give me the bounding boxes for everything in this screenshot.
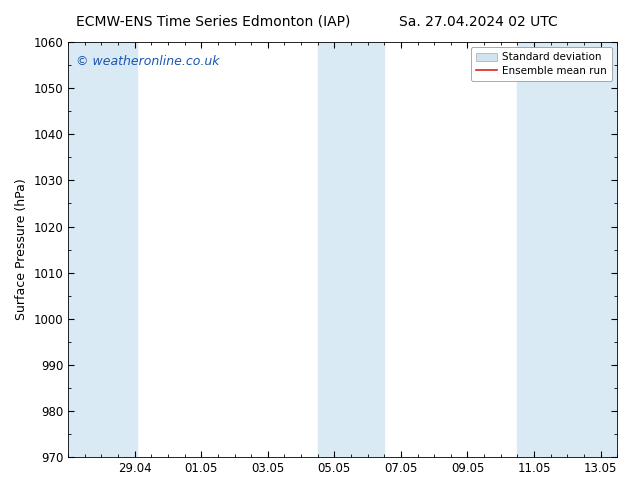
Text: © weatheronline.co.uk: © weatheronline.co.uk — [77, 54, 220, 68]
Text: Sa. 27.04.2024 02 UTC: Sa. 27.04.2024 02 UTC — [399, 15, 558, 29]
Bar — [517, 42, 618, 457]
Bar — [318, 42, 384, 457]
Bar — [68, 42, 138, 457]
Legend: Standard deviation, Ensemble mean run: Standard deviation, Ensemble mean run — [471, 47, 612, 81]
Y-axis label: Surface Pressure (hPa): Surface Pressure (hPa) — [15, 179, 28, 320]
Text: ECMW-ENS Time Series Edmonton (IAP): ECMW-ENS Time Series Edmonton (IAP) — [76, 15, 351, 29]
